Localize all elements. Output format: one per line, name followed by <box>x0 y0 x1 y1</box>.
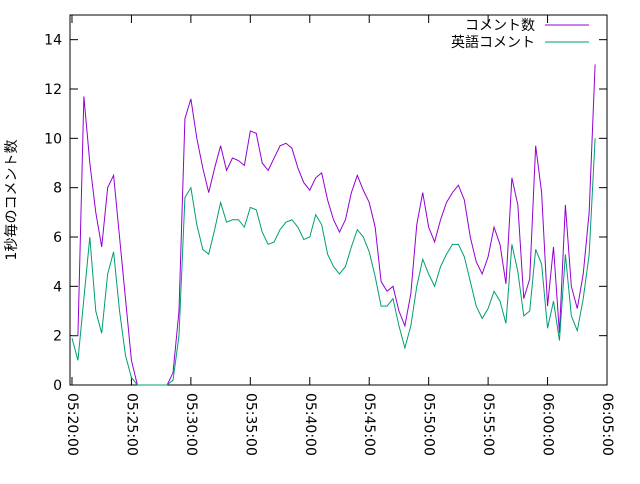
x-tick-label: 05:40:00 <box>302 393 318 456</box>
y-tick-label: 2 <box>53 329 62 345</box>
y-tick-label: 6 <box>53 230 62 246</box>
x-tick-label: 05:45:00 <box>361 393 377 456</box>
x-tick-label: 05:55:00 <box>480 393 496 456</box>
y-tick-label: 0 <box>53 378 62 394</box>
x-tick-label: 05:20:00 <box>64 393 80 456</box>
x-tick-label: 06:00:00 <box>540 393 556 456</box>
x-tick-label: 05:35:00 <box>242 393 258 456</box>
y-axis-label: 1秒毎のコメント数 <box>4 140 20 261</box>
series-line <box>71 64 596 386</box>
series-line <box>71 138 596 386</box>
x-tick-label: 05:30:00 <box>183 393 199 456</box>
y-tick-label: 8 <box>53 181 62 197</box>
x-tick-label: 06:05:00 <box>599 393 615 456</box>
plot-frame <box>69 14 608 386</box>
y-tick-label: 12 <box>44 82 62 98</box>
x-tick-label: 05:50:00 <box>421 393 437 456</box>
y-tick-label: 14 <box>44 33 62 49</box>
legend-label: 英語コメント <box>451 34 535 51</box>
x-tick-label: 05:25:00 <box>123 393 139 456</box>
legend-label: コメント数 <box>465 18 535 34</box>
y-tick-label: 10 <box>44 131 62 147</box>
y-tick-label: 4 <box>53 279 62 295</box>
